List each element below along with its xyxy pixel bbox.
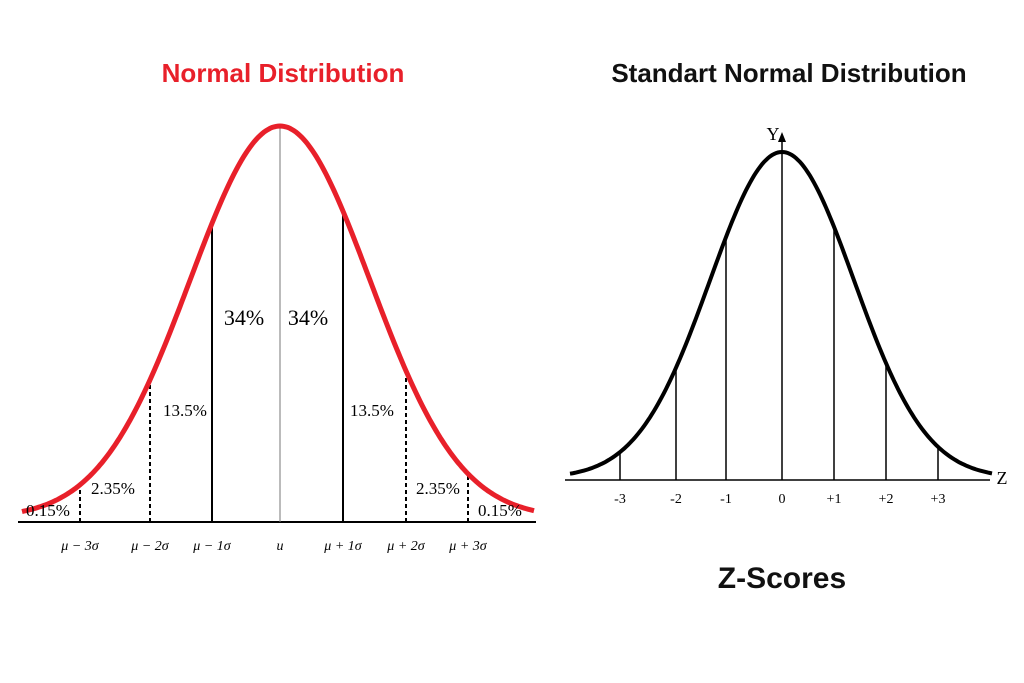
z-tick-label: 0 bbox=[779, 492, 786, 507]
region-label: 34% bbox=[224, 305, 264, 330]
x-label: μ + 3σ bbox=[448, 539, 487, 554]
standard-curve bbox=[569, 149, 993, 476]
x-label: μ − 3σ bbox=[60, 539, 99, 554]
z-tick-label: -2 bbox=[670, 492, 682, 507]
right-title: Standart Normal Distribution bbox=[611, 58, 966, 88]
region-label: 2.35% bbox=[416, 479, 460, 498]
footer: Z-Scores bbox=[718, 562, 846, 595]
z-tick-label: +3 bbox=[931, 492, 946, 507]
region-label: 13.5% bbox=[350, 401, 394, 420]
x-label: μ + 1σ bbox=[323, 539, 362, 554]
normal-curve bbox=[21, 123, 535, 515]
region-label: 0.15% bbox=[26, 501, 70, 520]
x-label: μ + 2σ bbox=[386, 539, 425, 554]
x-label: μ − 2σ bbox=[130, 539, 169, 554]
region-label: 34% bbox=[288, 305, 328, 330]
z-tick-label: -1 bbox=[720, 492, 732, 507]
y-axis-label: Y bbox=[767, 124, 780, 144]
left-title: Normal Distribution bbox=[162, 58, 405, 88]
z-axis-label: Z bbox=[997, 468, 1008, 488]
x-label: u bbox=[277, 539, 284, 554]
x-label: μ − 1σ bbox=[192, 539, 231, 554]
region-label: 13.5% bbox=[163, 401, 207, 420]
region-label: 0.15% bbox=[478, 501, 522, 520]
z-tick-label: -3 bbox=[614, 492, 626, 507]
region-label: 2.35% bbox=[91, 479, 135, 498]
y-arrow bbox=[778, 132, 786, 142]
z-tick-label: +2 bbox=[879, 492, 894, 507]
z-tick-label: +1 bbox=[827, 492, 842, 507]
